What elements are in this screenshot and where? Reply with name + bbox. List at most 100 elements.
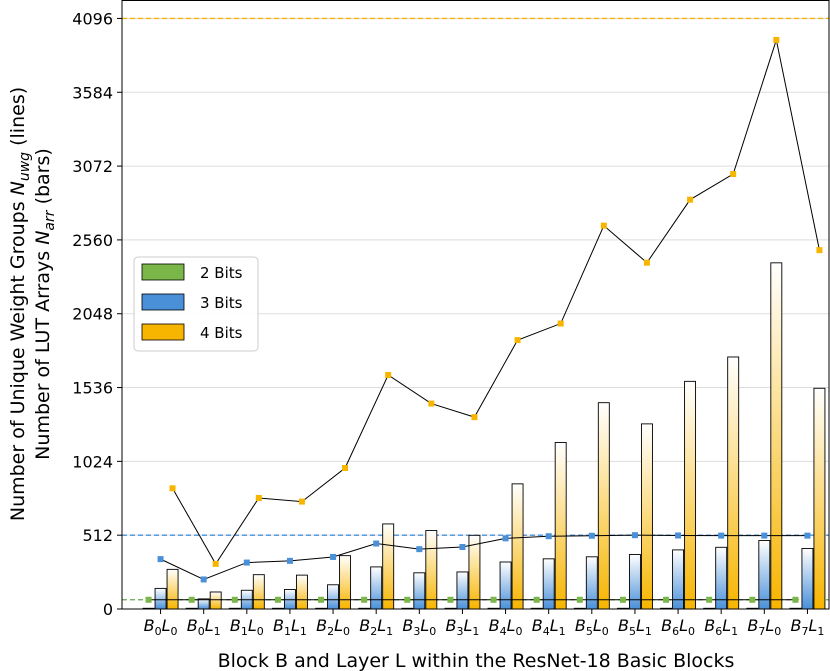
data-point	[274, 596, 281, 603]
bar	[166, 568, 179, 610]
data-point	[404, 596, 411, 603]
x-axis-title: Block B and Layer L within the ResNet-18…	[218, 650, 735, 671]
bar	[197, 598, 210, 610]
x-tick-label: B7L0	[747, 616, 781, 638]
bar	[554, 442, 567, 610]
x-tick-label: B1L0	[230, 616, 264, 638]
legend-swatch	[141, 263, 185, 281]
data-point	[361, 596, 368, 603]
x-tick-label: B3L0	[402, 616, 436, 638]
data-point	[385, 372, 392, 379]
x-tick-label: B6L1	[704, 616, 738, 638]
series-line	[172, 37, 820, 565]
bar	[813, 387, 826, 610]
y-tick-label: 0	[103, 600, 113, 619]
x-tick-label: B5L0	[575, 616, 609, 638]
bar	[770, 262, 783, 610]
bar	[542, 558, 555, 610]
bar	[370, 566, 383, 610]
x-tick-label: B5L1	[618, 616, 652, 638]
bar	[640, 423, 653, 610]
data-point	[804, 532, 811, 539]
data-point	[533, 596, 540, 603]
data-point	[231, 596, 238, 603]
data-point	[749, 596, 756, 603]
data-point	[773, 36, 780, 43]
data-point	[675, 532, 682, 539]
bar	[628, 554, 641, 610]
data-point	[318, 596, 325, 603]
data-point	[816, 247, 823, 254]
data-point	[298, 498, 305, 505]
data-point	[643, 259, 650, 266]
data-point	[330, 553, 337, 560]
data-point	[255, 494, 262, 501]
bar	[758, 540, 771, 610]
bar	[339, 555, 352, 610]
data-point	[416, 546, 423, 553]
bar	[327, 584, 340, 610]
y-tick-label: 3072	[72, 157, 113, 176]
bar	[801, 547, 814, 610]
data-point	[200, 576, 207, 583]
x-tick-label: B4L1	[532, 616, 566, 638]
data-point	[718, 532, 725, 539]
data-point	[169, 485, 176, 492]
data-point	[663, 596, 670, 603]
data-point	[557, 320, 564, 327]
x-tick-label: B1L1	[273, 616, 307, 638]
x-tick-label: B0L1	[187, 616, 221, 638]
y-axis: 0 512 1024 1536 2048 2560 3072 3584 4096	[72, 9, 122, 619]
x-tick-label: B0L0	[144, 616, 178, 638]
plot-frame	[121, 0, 830, 610]
bar	[425, 530, 438, 610]
data-point	[490, 596, 497, 603]
data-point	[761, 532, 768, 539]
legend-swatch	[141, 293, 185, 311]
data-point	[576, 596, 583, 603]
bar	[283, 589, 296, 610]
data-point	[631, 532, 638, 539]
data-point	[600, 222, 607, 229]
series-lines	[145, 36, 823, 603]
data-point	[373, 540, 380, 547]
data-point	[342, 464, 349, 471]
bar	[252, 574, 265, 610]
data-point	[157, 556, 164, 563]
y-tick-label: 2560	[72, 231, 113, 250]
data-point	[687, 196, 694, 203]
bar	[295, 574, 308, 610]
legend-label: 4 Bits	[200, 324, 243, 342]
series-line	[160, 534, 808, 580]
x-tick-label: B3L1	[445, 616, 479, 638]
data-point	[588, 532, 595, 539]
x-axis: B0L0 B0L1 B1L0 B1L1 B2L0 B2L1 B3L0 B3L1 B4L0 B4L1…	[144, 609, 824, 638]
bar	[468, 534, 481, 610]
bar	[382, 523, 395, 610]
legend-label: 3 Bits	[200, 294, 243, 312]
data-point	[730, 171, 737, 178]
y-tick-label: 512	[82, 526, 113, 545]
x-tick-label: B2L1	[359, 616, 393, 638]
data-point	[792, 596, 799, 603]
data-point	[514, 337, 521, 344]
data-point	[188, 596, 195, 603]
y-tick-label: 1024	[72, 452, 113, 471]
bar	[499, 561, 512, 610]
data-point	[459, 544, 466, 551]
bar	[456, 571, 469, 610]
y-tick-label: 3584	[72, 83, 113, 102]
x-tick-label: B7L1	[790, 616, 824, 638]
y-axis-title-second: Number of LUT Arrays Narr (bars)	[32, 148, 58, 460]
y-tick-label: 2048	[72, 305, 113, 324]
data-point	[502, 535, 509, 542]
bar	[209, 591, 222, 610]
bars	[142, 262, 826, 610]
bar	[511, 483, 524, 610]
data-point	[706, 596, 713, 603]
x-tick-label: B4L0	[489, 616, 523, 638]
bar	[154, 587, 167, 610]
bar	[597, 402, 610, 610]
legend-swatch	[141, 323, 185, 341]
